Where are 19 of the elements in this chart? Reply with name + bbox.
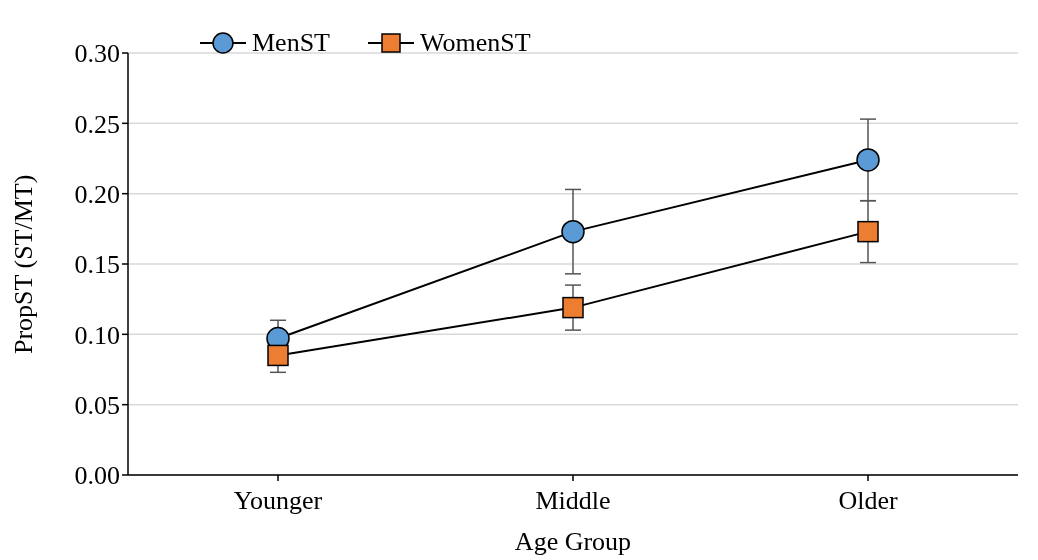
y-tick-label: 0.10	[74, 320, 120, 350]
legend-label: WomenST	[420, 28, 531, 58]
x-tick-label: Middle	[535, 486, 611, 516]
y-tick-label: 0.25	[74, 109, 120, 139]
x-tick-label: Younger	[233, 486, 323, 516]
y-tick-label: 0.20	[74, 179, 120, 209]
x-axis-title: Age Group	[514, 527, 632, 556]
y-tick-label: 0.00	[74, 461, 120, 491]
y-tick-label: 0.15	[74, 250, 120, 280]
x-tick-label: Older	[838, 486, 898, 516]
y-axis-title: PropST (ST/MT)	[9, 174, 39, 354]
point	[267, 344, 289, 367]
y-tick-label: 0.05	[74, 390, 120, 420]
point	[857, 220, 879, 243]
legend-label: MenST	[252, 28, 330, 58]
point	[562, 296, 584, 319]
y-tick-label: 0.30	[74, 39, 120, 69]
point	[561, 219, 585, 244]
point	[856, 148, 880, 172]
